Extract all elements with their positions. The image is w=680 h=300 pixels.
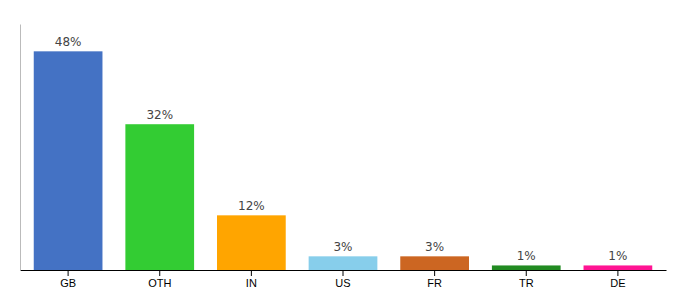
x-tick-label: FR <box>427 277 442 289</box>
x-tick-mark <box>617 270 618 276</box>
x-tick-mark <box>434 270 435 276</box>
x-axis: GB OTH IN US FR TR DE <box>21 270 667 289</box>
x-tick: DE <box>610 270 625 289</box>
data-label: 32% <box>146 108 173 122</box>
y-axis-line <box>20 25 21 271</box>
data-labels: 48% 32% 12% 3% 3% 1% 1% <box>55 35 628 263</box>
data-label: 3% <box>425 240 444 254</box>
bar <box>400 256 469 270</box>
bars <box>34 51 653 270</box>
x-tick: TR <box>519 270 534 289</box>
x-tick: OTH <box>148 270 171 289</box>
data-label: 48% <box>55 35 82 49</box>
x-tick-label: GB <box>60 277 76 289</box>
bar <box>309 256 378 270</box>
x-tick-mark <box>68 270 69 276</box>
x-tick-label: TR <box>519 277 534 289</box>
bar <box>217 215 286 270</box>
x-tick: US <box>335 270 350 289</box>
x-tick-mark <box>159 270 160 276</box>
x-tick-label: OTH <box>148 277 171 289</box>
x-tick: FR <box>427 270 442 289</box>
x-tick-label: DE <box>610 277 625 289</box>
x-tick-mark <box>251 270 252 276</box>
x-tick-label: IN <box>246 277 257 289</box>
bar <box>34 51 103 270</box>
x-tick-label: US <box>335 277 350 289</box>
bar <box>584 265 653 270</box>
data-label: 12% <box>238 199 265 213</box>
data-label: 1% <box>608 249 627 263</box>
x-tick-mark <box>526 270 527 276</box>
bar <box>125 124 194 270</box>
data-label: 3% <box>333 240 352 254</box>
x-tick-mark <box>343 270 344 276</box>
plot-area: GB OTH IN US FR TR DE 48% 32% 12% 3% 3% 1% 1% <box>21 25 667 289</box>
x-tick: GB <box>60 270 76 289</box>
x-tick: IN <box>246 270 257 289</box>
chart: GB OTH IN US FR TR DE 48% 32% 12% 3% 3% 1% 1% <box>0 0 680 300</box>
bar <box>492 265 561 270</box>
y-axis <box>20 25 21 271</box>
data-label: 1% <box>517 249 536 263</box>
